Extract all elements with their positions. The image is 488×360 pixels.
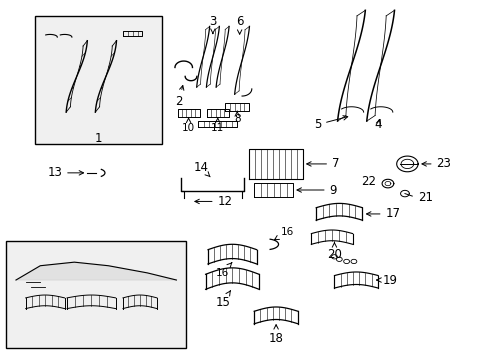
- Text: 8: 8: [233, 111, 240, 124]
- Text: 14: 14: [193, 161, 210, 177]
- Text: 13: 13: [47, 166, 83, 179]
- Text: 11: 11: [211, 118, 224, 133]
- Text: 1: 1: [95, 132, 102, 145]
- Text: 16: 16: [274, 227, 294, 240]
- Text: 3: 3: [209, 14, 216, 33]
- Text: 20: 20: [326, 242, 341, 261]
- Text: 9: 9: [296, 184, 336, 197]
- FancyBboxPatch shape: [35, 16, 162, 144]
- Text: 2: 2: [175, 86, 183, 108]
- Text: 10: 10: [182, 118, 195, 133]
- Text: 7: 7: [306, 157, 339, 170]
- Text: 23: 23: [421, 157, 450, 170]
- Text: 22: 22: [360, 175, 375, 188]
- Text: 19: 19: [376, 274, 397, 287]
- Text: 15: 15: [215, 291, 230, 309]
- Text: 4: 4: [374, 118, 381, 131]
- Polygon shape: [16, 262, 176, 280]
- Text: 5: 5: [313, 116, 347, 131]
- Text: 18: 18: [268, 325, 283, 345]
- Text: 17: 17: [366, 207, 400, 220]
- Text: 16: 16: [216, 263, 231, 278]
- Text: 6: 6: [235, 14, 243, 34]
- FancyBboxPatch shape: [6, 241, 186, 348]
- Text: 21: 21: [418, 191, 433, 204]
- Text: 12: 12: [195, 195, 232, 208]
